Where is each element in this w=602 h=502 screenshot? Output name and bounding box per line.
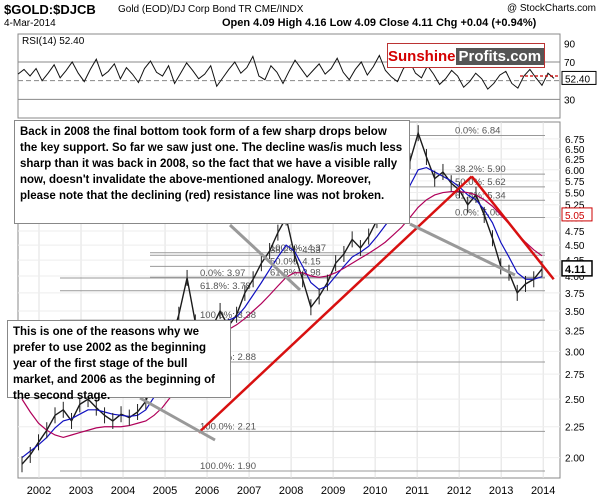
rsi-line <box>17 54 555 90</box>
rsi-title: RSI(14) 52.40 <box>22 36 85 47</box>
x-tick-label: 2004 <box>111 485 135 497</box>
ma-short-line <box>21 166 543 459</box>
ohlc-values: Open 4.09 High 4.16 Low 4.09 Close 4.11 <box>222 17 433 29</box>
y-tick-label: 3.25 <box>565 326 585 337</box>
fib-label: 100.0%: 1.90 <box>200 461 256 472</box>
y-tick-label: 6.00 <box>565 166 585 177</box>
brand-part-2: Profits.com <box>455 48 545 65</box>
fib-label: 100.0%: 2.21 <box>200 421 256 432</box>
x-tick-label: 2002 <box>27 485 51 497</box>
x-tick-label: 2005 <box>153 485 177 497</box>
x-tick-label: 2003 <box>69 485 93 497</box>
source-credit: @ StockCharts.com <box>506 3 596 14</box>
y-tick-label: 3.50 <box>565 307 585 318</box>
y-tick-label: 6.50 <box>565 145 585 156</box>
price-panel: 2002 2003 2004 2005 2006 2007 2008 2009 2010 2011… <box>17 121 593 497</box>
price-series-line <box>21 130 543 465</box>
x-tick-label: 2014 <box>531 485 555 497</box>
y-tick-label: 4.75 <box>565 227 585 238</box>
annotation-top: Back in 2008 the final bottom took form … <box>14 120 410 224</box>
y-tick-label: 4.00 <box>565 272 585 283</box>
y-tick-label: 2.00 <box>565 454 585 465</box>
callout-pointer <box>139 396 216 442</box>
x-tick-label: 2009 <box>321 485 345 497</box>
fib-label: 0.0%: 3.97 <box>200 268 245 279</box>
fib-label: 0.0%: 5.00 <box>455 208 500 219</box>
y-tick-label: 6.25 <box>565 155 585 166</box>
x-tick-label: 2011 <box>405 485 429 497</box>
fib-label: 0.0%: 6.84 <box>455 125 500 136</box>
brand-part-1: Sunshine <box>388 48 456 65</box>
fib-label: 61.8%: 5.34 <box>455 190 506 201</box>
x-tick-label: 2012 <box>447 485 471 497</box>
x-tick-label: 2006 <box>195 485 219 497</box>
y-tick-label: 3.00 <box>565 347 585 358</box>
y-tick-label: 6.75 <box>565 135 585 146</box>
fib-label: 50.0%: 4.15 <box>270 256 321 267</box>
fib-label: 38.2%: 5.90 <box>455 164 506 175</box>
chart-subtitle: Gold (EOD)/DJ Corp Bond TR CME/INDX <box>118 4 304 15</box>
y-tick-label: 5.50 <box>565 189 585 200</box>
change-value: Chg +0.04 (+0.94%) <box>436 17 537 29</box>
callout-pointer <box>228 223 302 292</box>
resistance-trendline <box>470 175 555 281</box>
brand-logo: Sunshine Profits.com <box>387 43 545 68</box>
ohlc-readout: Open 4.09 High 4.16 Low 4.09 Close 4.11 … <box>222 17 536 29</box>
callout-pointer <box>409 222 516 277</box>
x-tick-label: 2007 <box>237 485 261 497</box>
last-price-value: 4.11 <box>565 264 586 276</box>
y-tick-label: 5.25 <box>565 201 585 212</box>
y-tick-label: 3.75 <box>565 289 585 300</box>
rsi-last-box <box>561 70 597 85</box>
annotation-bottom: This is one of the reasons why we prefer… <box>7 320 231 402</box>
fib-label: 100.0%: 3.38 <box>200 310 256 321</box>
rsi-tick-label: 70 <box>564 58 576 69</box>
y-tick-label: 2.25 <box>565 423 585 434</box>
rsi-tick-label: 30 <box>564 95 576 106</box>
y-tick-label: 5.75 <box>565 177 585 188</box>
marker-value-box <box>561 207 593 222</box>
fib-label: 38.2%: 4.33 <box>270 245 321 256</box>
x-tick-label: 2013 <box>489 485 513 497</box>
rsi-last-value: 52.40 <box>565 74 590 85</box>
rsi-tick-label: 90 <box>564 39 576 50</box>
support-trendline <box>197 175 473 434</box>
chart-date: 4-Mar-2014 <box>4 18 56 29</box>
y-tick-label: 4.50 <box>565 241 585 252</box>
x-tick-label: 2010 <box>363 485 387 497</box>
x-tick-label: 2008 <box>279 485 303 497</box>
last-price-box <box>561 260 593 277</box>
fib-label: 61.8%: 3.78 <box>200 281 251 292</box>
y-tick-label: 2.50 <box>565 395 585 406</box>
chart-symbol-title: $GOLD:$DJCB <box>4 2 96 17</box>
fib-label: 100.0%: 4.37 <box>270 243 326 254</box>
fib-label: 50.0%: 5.62 <box>455 177 506 188</box>
marker-value: 5.05 <box>565 211 585 222</box>
y-tick-label: 2.75 <box>565 370 585 381</box>
